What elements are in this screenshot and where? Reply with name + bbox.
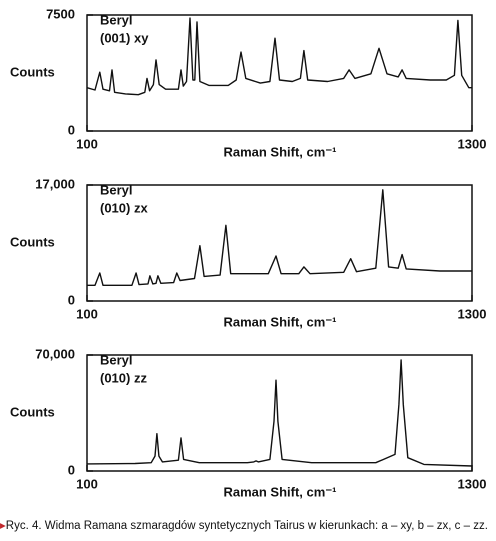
y-axis-label: Counts <box>10 404 55 419</box>
y-axis-label: Counts <box>10 234 55 249</box>
x-tick-label: 1300 <box>458 306 487 321</box>
spectrum-line <box>86 359 473 467</box>
y-tick-label: 0 <box>68 122 75 137</box>
spectrum-line <box>87 189 472 286</box>
y-tick-label: 0 <box>68 292 75 307</box>
x-tick-label: 100 <box>76 136 98 151</box>
annotation: Beryl <box>100 352 133 367</box>
x-tick-label: 100 <box>76 306 98 321</box>
plot-frame <box>86 184 473 302</box>
x-tick-label: 100 <box>76 476 98 491</box>
x-axis-label: Raman Shift, cm⁻¹ <box>223 484 336 499</box>
y-axis-label: Counts <box>10 64 55 79</box>
plot-frame <box>86 354 473 472</box>
y-tick-label: 17,000 <box>35 176 75 191</box>
x-axis-label: Raman Shift, cm⁻¹ <box>223 314 336 329</box>
x-tick-label: 1300 <box>458 476 487 491</box>
y-tick-label: 0 <box>68 462 75 477</box>
annotation: (001) xy <box>100 30 149 45</box>
y-tick-label: 70,000 <box>35 346 75 361</box>
plot-frame <box>86 14 473 132</box>
x-tick-label: 1300 <box>458 136 487 151</box>
figure: 0 7500 100 1300 Counts Raman Shift, cm⁻¹ Beryl… <box>10 6 487 499</box>
annotation: (010) zx <box>100 200 148 215</box>
caption: Ryc. 4. Widma Ramana szmaragdów syntetyc… <box>5 520 488 532</box>
spectrum-line <box>86 17 472 96</box>
annotation: Beryl <box>100 12 133 27</box>
bullet: ▸ <box>0 520 6 532</box>
caption-row: ▸Ryc. 4. Widma Ramana szmaragdów syntety… <box>0 518 496 538</box>
y-tick-label: 7500 <box>46 6 75 21</box>
x-axis-label: Raman Shift, cm⁻¹ <box>223 144 336 159</box>
annotation: (010) zz <box>100 370 147 385</box>
annotation: Beryl <box>100 182 133 197</box>
